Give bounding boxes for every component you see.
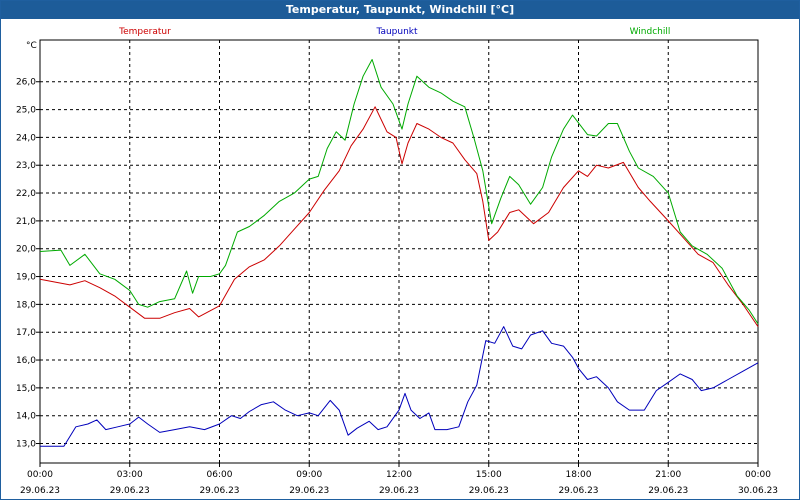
- x-tick-date-label: 29.06.23: [558, 486, 598, 496]
- x-tick-date-label: 29.06.23: [199, 486, 239, 496]
- x-tick-time-label: 12:00: [386, 470, 412, 480]
- y-tick-label: 20,0: [16, 245, 36, 255]
- y-tick-label: 17,0: [16, 328, 36, 338]
- x-tick-date-label: 29.06.23: [379, 486, 419, 496]
- grid: [40, 40, 758, 463]
- series-line-windchill: [39, 59, 759, 325]
- legend-entry-windchill: Windchill: [630, 27, 671, 37]
- x-tick-date-label: 29.06.23: [110, 486, 150, 496]
- x-tick-time-label: 09:00: [296, 470, 322, 480]
- series-line-temperatur: [39, 106, 759, 327]
- y-tick-label: 18,0: [16, 300, 36, 310]
- y-axis: 13,0 14,0 15,0 16,0 17,0 18,0 19,0 20,0 21,0 22,0…: [16, 78, 40, 450]
- series-line-taupunkt: [40, 326, 759, 447]
- x-tick-time-label: 00:00: [745, 470, 771, 480]
- x-tick-time-label: 18:00: [566, 470, 592, 480]
- x-tick-time-label: 15:00: [476, 470, 502, 480]
- y-tick-label: 21,0: [16, 217, 36, 227]
- x-tick-date-label: 29.06.23: [20, 486, 60, 496]
- x-tick-time-label: 03:00: [117, 470, 143, 480]
- x-tick-date-label: 29.06.23: [469, 486, 509, 496]
- legend-entry-taupunkt: Taupunkt: [375, 27, 418, 37]
- x-axis: 00:00 29.06.23 03:00 29.06.23 06:00 29.06.23 0…: [20, 463, 778, 496]
- window-title: Temperatur, Taupunkt, Windchill [°C]: [1, 1, 799, 19]
- legend-entry-temperatur: Temperatur: [118, 27, 171, 37]
- y-tick-label: 26,0: [16, 78, 36, 88]
- y-axis-unit-label: °C: [26, 41, 37, 51]
- y-tick-label: 23,0: [16, 161, 36, 171]
- y-tick-label: 22,0: [16, 189, 36, 199]
- y-tick-label: 16,0: [16, 356, 36, 366]
- x-tick-time-label: 00:00: [27, 470, 53, 480]
- y-tick-label: 14,0: [16, 412, 36, 422]
- x-tick-time-label: 06:00: [207, 470, 233, 480]
- x-tick-date-label: 30.06.23: [738, 486, 778, 496]
- y-tick-label: 19,0: [16, 273, 36, 283]
- y-tick-label: 13,0: [16, 440, 36, 450]
- y-tick-label: 15,0: [16, 384, 36, 394]
- x-tick-date-label: 29.06.23: [648, 486, 688, 496]
- legend: Temperatur Taupunkt Windchill: [118, 27, 670, 37]
- x-tick-date-label: 29.06.23: [289, 486, 329, 496]
- y-tick-label: 24,0: [16, 133, 36, 143]
- y-tick-label: 25,0: [16, 106, 36, 116]
- series-lines: [39, 59, 759, 447]
- x-tick-time-label: 21:00: [655, 470, 681, 480]
